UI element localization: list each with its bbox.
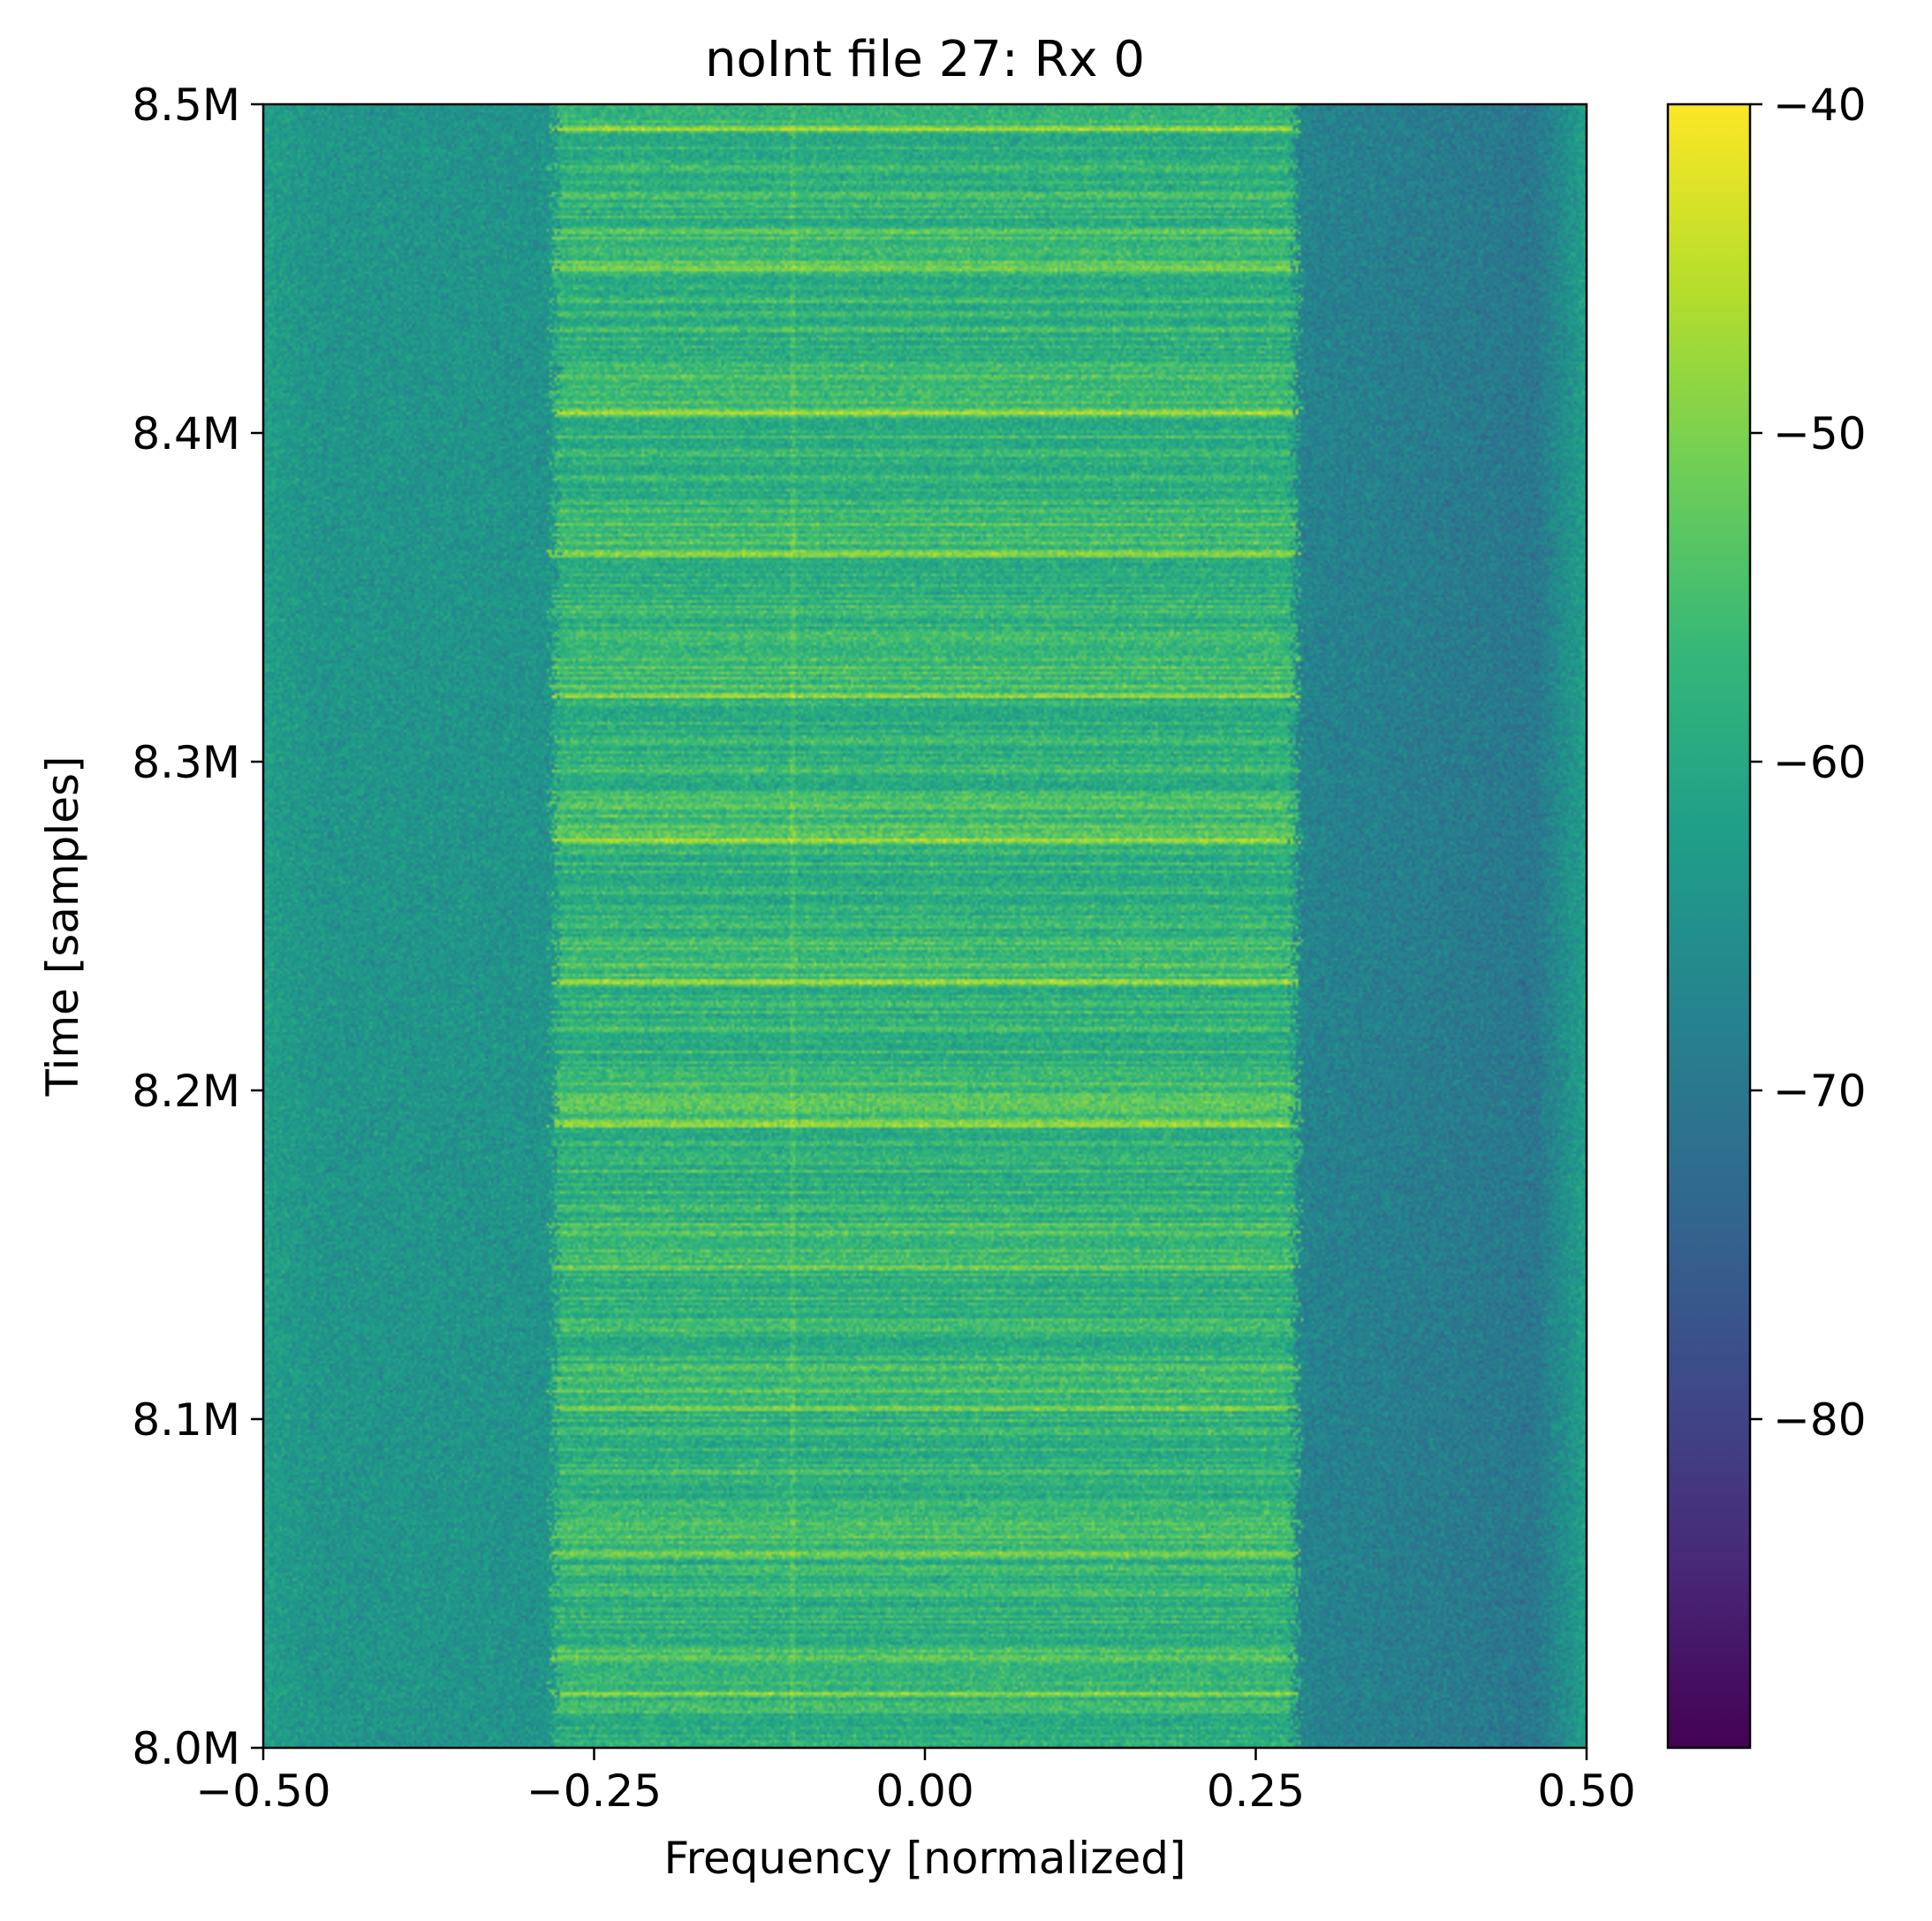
spectrogram-heatmap [263,104,1587,1748]
colorbar-tick-label: −40 [1773,80,1867,131]
colorbar-frame [1666,103,1752,1750]
colorbar-tick-label: −70 [1773,1066,1867,1117]
colorbar-tick-label: −60 [1773,737,1867,788]
y-axis: 8.0M 8.1M 8.2M 8.3M 8.4M 8.5M [132,80,263,1774]
y-tick-label: 8.2M [132,1066,240,1117]
x-tick-label: 0.25 [1207,1765,1305,1817]
colorbar: −40 −50 −60 −70 −80 [1666,80,1867,1750]
heatmap-image [263,104,1587,1748]
colorbar-ticks: −40 −50 −60 −70 −80 [1750,80,1867,1446]
x-axis: −0.50 −0.25 0.00 0.25 0.50 [195,1748,1636,1817]
y-tick-label: 8.4M [132,408,240,459]
chart-title: noInt file 27: Rx 0 [705,31,1145,88]
x-tick-label: −0.25 [527,1765,662,1817]
x-tick-label: 0.50 [1537,1765,1635,1817]
x-axis-label: Frequency [normalized] [663,1833,1186,1884]
colorbar-tick-label: −50 [1773,408,1867,459]
y-tick-label: 8.0M [132,1723,240,1774]
x-tick-label: 0.00 [875,1765,974,1817]
y-tick-label: 8.3M [132,737,240,788]
x-tick-label: −0.50 [195,1765,330,1817]
y-tick-label: 8.1M [132,1394,240,1446]
colorbar-tick-label: −80 [1773,1394,1867,1446]
y-axis-label: Time [samples] [37,755,88,1097]
y-tick-label: 8.5M [132,80,240,131]
colorbar-gradient [1668,104,1750,1748]
